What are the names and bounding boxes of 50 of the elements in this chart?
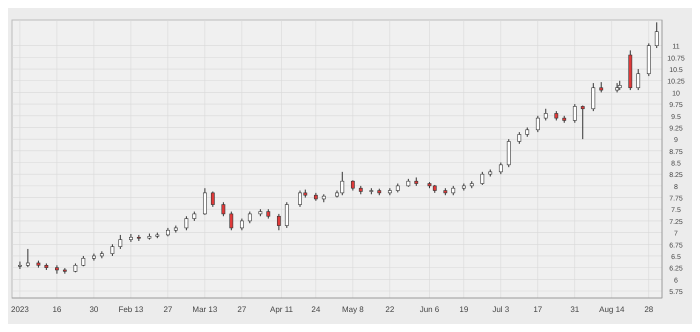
candlestick	[221, 202, 226, 217]
candlestick	[229, 211, 234, 231]
x-tick-label: 2023	[11, 305, 30, 314]
candlestick	[544, 108, 548, 121]
x-tick-label: Jul 3	[492, 305, 510, 314]
candlestick	[248, 211, 252, 224]
candlestick	[591, 82, 596, 112]
x-tick-label: 28	[644, 305, 654, 314]
candlestick	[184, 216, 188, 231]
candlestick	[110, 244, 114, 256]
candlestick	[599, 82, 604, 93]
candlestick	[192, 211, 196, 222]
candlestick	[580, 105, 585, 140]
candlestick	[554, 110, 558, 121]
candlestick	[202, 188, 207, 216]
x-tick-label: Aug 14	[599, 305, 626, 314]
candlestick	[276, 213, 281, 231]
candlestick	[118, 234, 122, 250]
x-tick-label: Apr 11	[270, 305, 294, 314]
x-tick-label: 30	[89, 305, 99, 314]
x-tick-label: Jun 6	[420, 305, 440, 314]
candlestick	[210, 190, 215, 208]
candlestick	[498, 162, 503, 175]
candlestick	[654, 22, 659, 49]
candlestick	[480, 171, 484, 186]
x-tick-label: 31	[570, 305, 580, 314]
candlestick	[266, 208, 270, 220]
x-tick-label: 16	[52, 305, 62, 314]
x-tick-label: 27	[237, 305, 247, 314]
candlestick	[618, 80, 622, 91]
candlestick	[81, 255, 86, 267]
candlestick	[636, 68, 640, 91]
x-tick-label: 24	[311, 305, 321, 314]
candlestick	[26, 248, 30, 268]
candlestick	[572, 104, 577, 124]
x-tick-label: 22	[385, 305, 395, 314]
x-tick-label: 17	[533, 305, 543, 314]
candlestick	[525, 126, 530, 138]
candlestick	[240, 218, 244, 231]
candlestick	[506, 138, 511, 168]
candlestick	[517, 132, 522, 144]
candlestick	[284, 202, 289, 228]
candlestick	[536, 115, 540, 133]
x-tick-label: Mar 13	[192, 305, 218, 314]
candlestick	[350, 180, 355, 192]
candlestick	[615, 82, 619, 93]
x-tick-label: Feb 13	[118, 305, 144, 314]
x-tick-label: 19	[459, 305, 469, 314]
x-tick-label: 27	[163, 305, 173, 314]
x-tick-label: May 8	[342, 305, 364, 314]
